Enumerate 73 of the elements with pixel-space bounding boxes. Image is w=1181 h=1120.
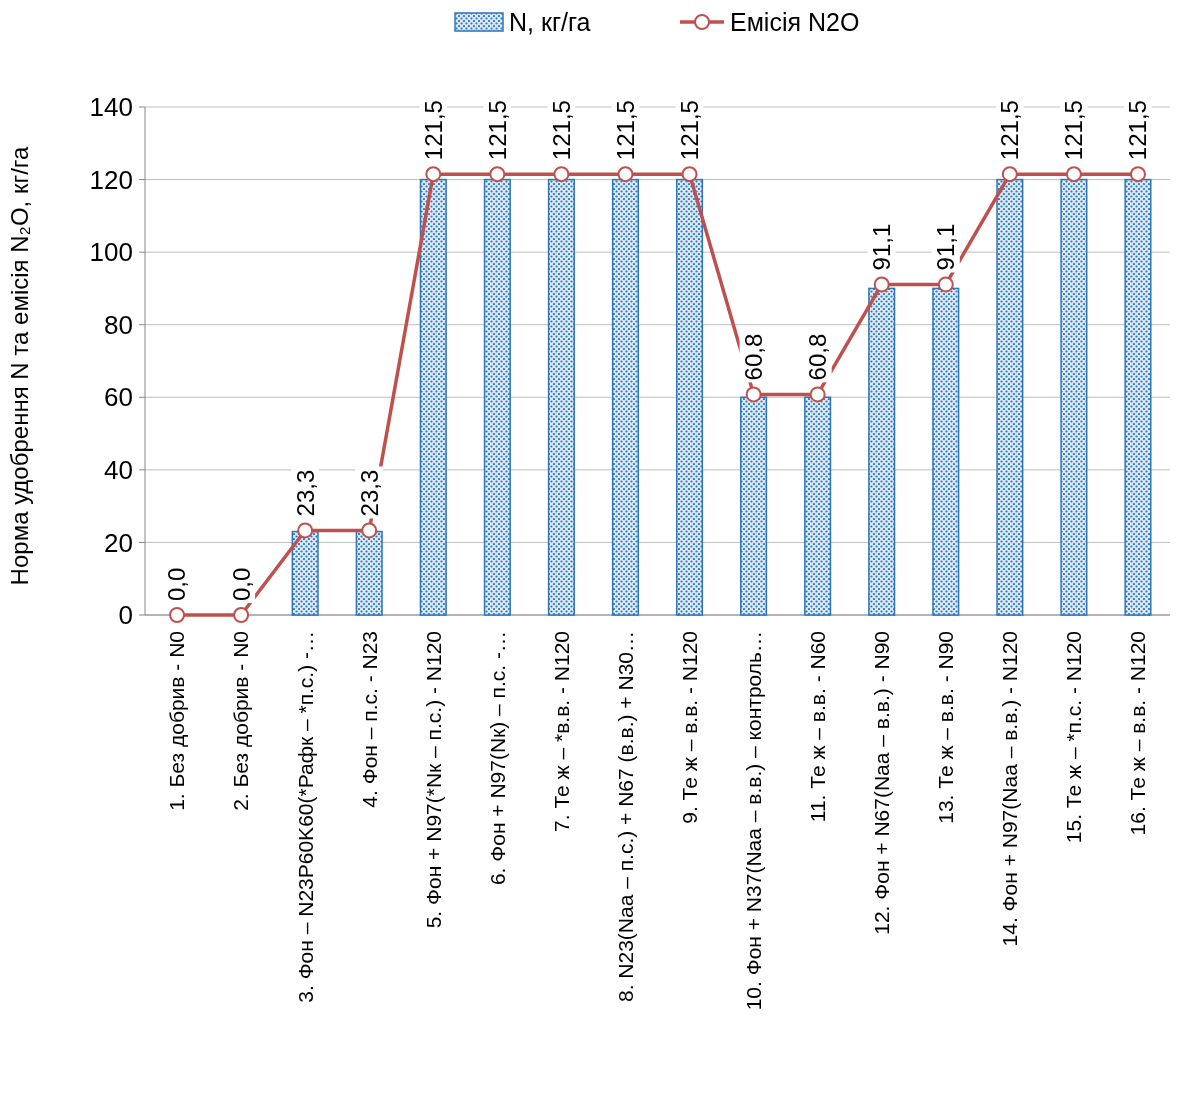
bar: [355, 530, 383, 616]
point: [169, 607, 186, 623]
data-label: 121,5: [483, 100, 511, 161]
bar: [868, 287, 896, 616]
data-label: 121,5: [1060, 100, 1088, 161]
bar: [740, 396, 768, 616]
bar: [996, 178, 1024, 616]
data-label: 121,5: [675, 100, 703, 161]
x-tick-label: 14. Фон + N97(Naa – в.в.) - N120: [998, 631, 1022, 947]
bar: [547, 178, 575, 616]
x-tick-label: 2. Без добрив - N0: [229, 631, 253, 811]
x-tick-label: 1. Без добрив - N0: [165, 631, 189, 811]
data-label: 0,0: [163, 567, 191, 601]
point: [937, 276, 954, 293]
data-label: 121,5: [419, 100, 447, 161]
y-tick-label: 40: [104, 454, 133, 485]
bar: [932, 287, 960, 616]
point: [553, 166, 570, 183]
x-tick-label: 16. Те ж – в.в. - N120: [1126, 631, 1150, 836]
legend-label: Емісія N2O: [730, 7, 860, 36]
x-tick-label: 9. Те ж – в.в. - N120: [677, 631, 701, 824]
data-label: 121,5: [611, 100, 639, 161]
x-tick-label: 11. Те ж – в.в. - N60: [806, 631, 830, 823]
x-tick-label: 5. Фон + N97(*Nк – п.с.) - N120: [421, 631, 445, 929]
data-label: 121,5: [996, 100, 1024, 161]
data-label: 23,3: [355, 469, 383, 517]
bar: [1124, 178, 1152, 616]
point: [1001, 166, 1018, 183]
x-tick-label: 10. Фон + N37(Naa – в.в.) – контроль…: [741, 631, 765, 1011]
point: [361, 522, 378, 539]
bar: [483, 178, 511, 616]
point: [233, 607, 250, 623]
x-tick-label: 15. Те ж – *п.с. - N120: [1062, 631, 1086, 844]
data-label: 91,1: [868, 223, 896, 271]
x-tick-label: 6. Фон + N97(Nк) – п.с. -…: [485, 631, 509, 886]
y-tick-label: 100: [89, 237, 133, 268]
y-tick-label: 140: [89, 92, 133, 123]
y-tick-label: 60: [104, 382, 133, 413]
bar: [291, 530, 319, 616]
data-label: 60,8: [804, 333, 832, 381]
y-tick-label: 80: [104, 309, 133, 340]
data-label: 121,5: [547, 100, 575, 161]
bar: [419, 178, 447, 616]
bar: [611, 178, 640, 616]
point: [809, 386, 826, 403]
x-tick-label: 13. Те ж – в.в. - N90: [934, 631, 958, 824]
point: [1129, 166, 1146, 183]
point: [1065, 166, 1082, 183]
point: [617, 166, 634, 183]
x-tick-label: 3. Фон – N23P60K60(*Рафк – *п.с.) -…: [293, 631, 317, 1003]
data-label: 91,1: [932, 223, 960, 271]
point: [489, 166, 506, 183]
bar: [804, 396, 832, 616]
point: [873, 276, 890, 293]
x-tick-label: 7. Те ж – *в.в. - N120: [549, 631, 573, 832]
point: [297, 522, 314, 539]
data-label: 0,0: [227, 567, 255, 601]
point: [681, 166, 698, 183]
y-tick-label: 20: [104, 527, 133, 558]
bar: [1060, 178, 1088, 616]
x-tick-label: 8. N23(Naa – п.с.) + N67 (в.в.) + N30…: [613, 631, 637, 1002]
point: [425, 166, 442, 183]
point: [745, 386, 762, 403]
y-tick-label: 120: [89, 164, 133, 195]
x-tick-label: 4. Фон – п.с. - N23: [357, 631, 381, 808]
data-label: 121,5: [1124, 100, 1152, 161]
data-label: 23,3: [291, 469, 319, 517]
data-label: 60,8: [739, 333, 767, 381]
y-tick-label: 0: [118, 600, 133, 631]
y-axis-title: Норма удобрення N та емісія N₂O, кг/га: [6, 145, 33, 586]
bar: [675, 178, 704, 616]
x-tick-label: 12. Фон + N67(Naa – в.в.) - N90: [870, 631, 894, 935]
legend-label: N, кг/га: [509, 7, 591, 36]
